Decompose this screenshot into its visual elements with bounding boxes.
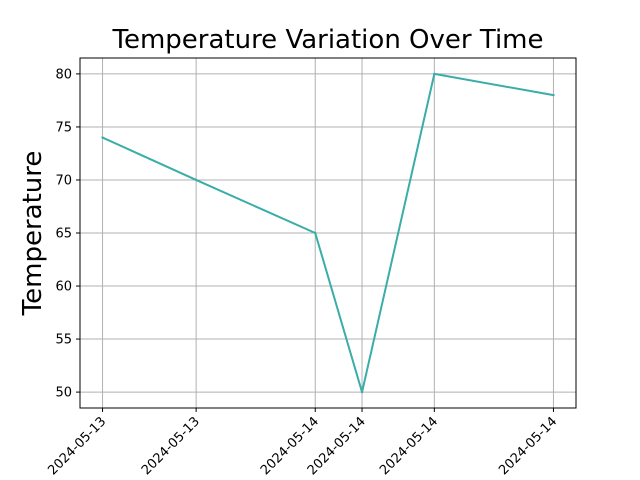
y-tick-label-0: 50 xyxy=(55,386,72,401)
y-tick-label-4: 70 xyxy=(55,173,72,188)
data-point-2 xyxy=(314,231,317,235)
grid-lines xyxy=(80,58,576,408)
series-line-0 xyxy=(102,72,554,394)
y-tick-label-3: 65 xyxy=(55,227,72,242)
axis-ticks: 50 55 60 65 70 75 80 2024-05-13 2024-05-13 2024-0… xyxy=(45,67,560,478)
x-tick-label-4: 2024-05-14 xyxy=(377,414,441,478)
data-point-5 xyxy=(552,93,555,97)
plot-frame xyxy=(79,57,577,409)
data-point-3 xyxy=(360,390,364,394)
x-tick-label-0: 2024-05-13 xyxy=(45,414,109,478)
data-point-4 xyxy=(433,72,436,76)
y-tick-label-6: 80 xyxy=(55,67,72,82)
data-point-1 xyxy=(194,178,198,182)
x-tick-label-5: 2024-05-14 xyxy=(496,414,560,478)
y-tick-label-1: 55 xyxy=(55,333,72,348)
data-point-0 xyxy=(101,136,104,139)
y-axis-label: Temperature xyxy=(18,151,48,317)
series-layer xyxy=(101,72,555,394)
y-tick-label-2: 60 xyxy=(55,280,72,295)
y-tick-label-5: 75 xyxy=(55,120,72,135)
x-tick-label-1: 2024-05-13 xyxy=(139,414,203,478)
chart-title: Temperature Variation Over Time xyxy=(111,25,543,55)
